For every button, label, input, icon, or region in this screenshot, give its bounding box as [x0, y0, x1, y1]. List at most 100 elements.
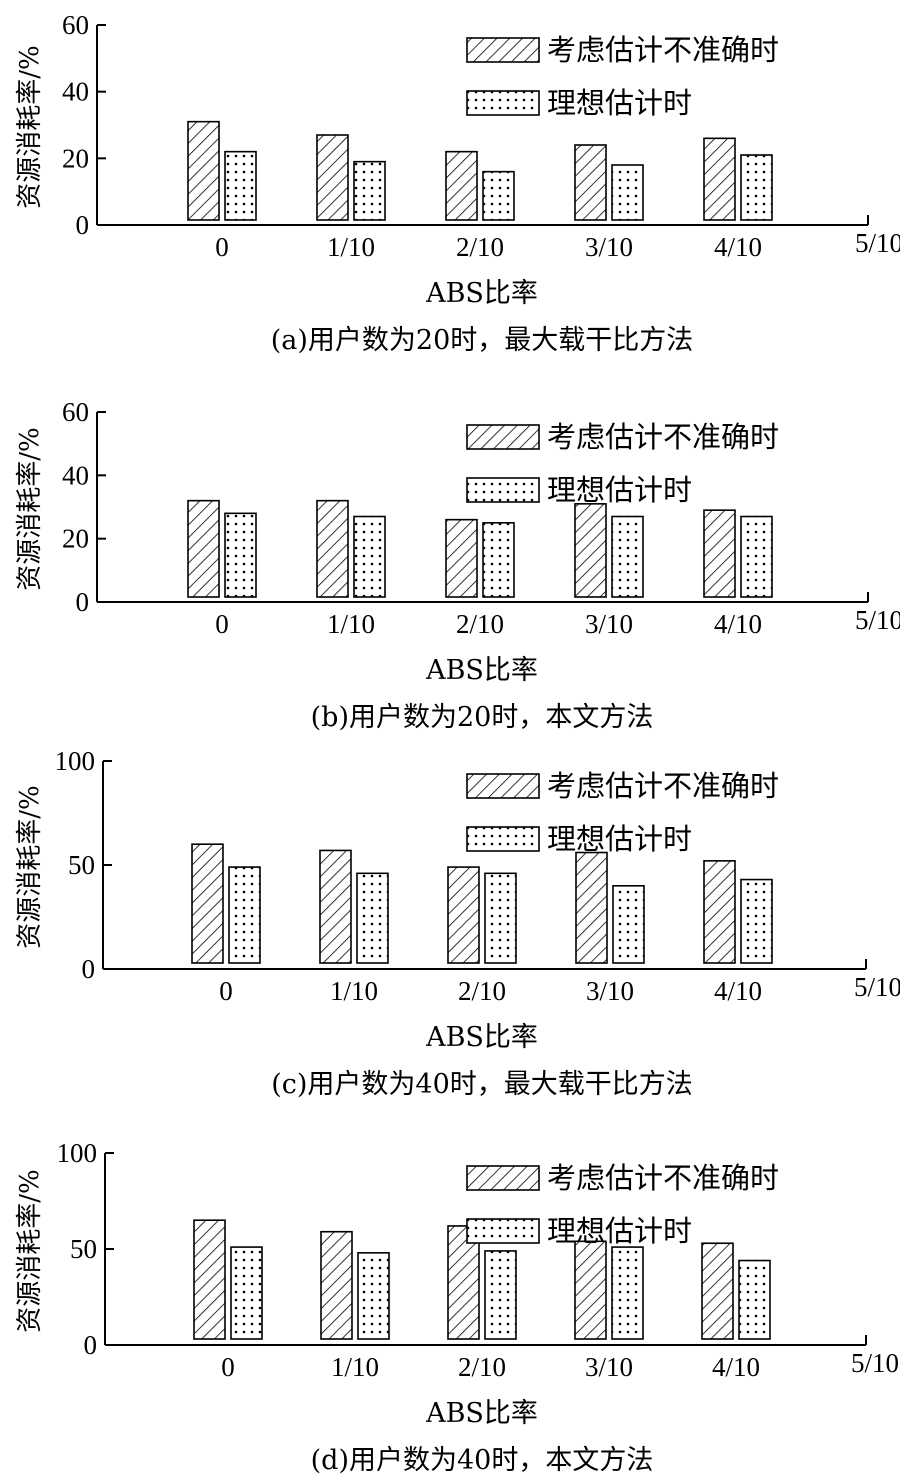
legend-label-series-1: 考虑估计不准确时	[547, 769, 779, 803]
y-tick-label: 0	[82, 954, 96, 984]
y-axis-label: 资源消耗率/%	[15, 785, 45, 948]
bar-series-1-4	[703, 509, 736, 598]
y-tick-label: 40	[62, 77, 89, 107]
bar-series-2-0	[228, 866, 261, 964]
x-tick-label: 3/10	[585, 1352, 633, 1382]
bar-series-2-4	[738, 1259, 771, 1340]
bar-series-2-1	[353, 515, 386, 598]
bar-series-2-0	[230, 1246, 263, 1340]
bar-series-1-3	[574, 503, 607, 598]
panel-caption: (b)用户数为20时，本文方法	[311, 702, 654, 733]
legend-label-series-2: 理想估计时	[547, 86, 692, 120]
legend-label-series-1: 考虑估计不准确时	[547, 33, 779, 67]
bar-series-1-3	[574, 1240, 607, 1340]
x-tick-label: 2/10	[456, 232, 504, 262]
x-axis-title: ABS比率	[425, 655, 538, 686]
x-tick-label: 5/10	[855, 228, 900, 258]
x-tick-label: 4/10	[714, 609, 762, 639]
legend-swatch-series-1	[466, 1165, 540, 1191]
chart-panel-a: 0 20 40 60 资源消耗率/% 0 1/10 2/10 3/10 4/10 5/10 ABS比率…	[15, 10, 900, 356]
bar-series-2-3	[611, 1246, 644, 1340]
y-axis-label: 资源消耗率/%	[15, 427, 45, 590]
x-tick-label: 4/10	[712, 1352, 760, 1382]
x-tick-label: 0	[221, 1352, 235, 1382]
y-axis-label: 资源消耗率/%	[15, 45, 45, 208]
panel-caption: (d)用户数为40时，本文方法	[311, 1445, 654, 1476]
x-tick-label: 0	[215, 609, 229, 639]
x-tick-label: 0	[215, 232, 229, 262]
bar-series-1-1	[319, 849, 352, 964]
legend-label-series-1: 考虑估计不准确时	[547, 420, 779, 454]
bar-series-1-2	[445, 518, 478, 598]
x-tick-label: 0	[219, 976, 233, 1006]
legend-swatch-series-2	[466, 826, 540, 852]
y-tick-label: 50	[70, 1234, 97, 1264]
bar-series-1-0	[187, 120, 220, 221]
bar-series-2-2	[484, 1250, 517, 1340]
bar-series-2-3	[612, 884, 645, 964]
chart-panel-c: 0 50 100 资源消耗率/% 0 1/10 2/10 3/10 4/10 5/10 ABS比率 (…	[15, 746, 900, 1100]
bar-series-1-4	[703, 137, 736, 221]
legend-label-series-2: 理想估计时	[547, 822, 692, 856]
x-tick-label: 3/10	[585, 609, 633, 639]
bar-series-1-4	[701, 1242, 734, 1340]
bar-series-1-0	[191, 843, 224, 964]
x-tick-label: 5/10	[851, 1348, 899, 1378]
y-tick-label: 0	[76, 210, 90, 240]
y-tick-label: 60	[62, 10, 89, 40]
x-axis-title: ABS比率	[425, 278, 538, 309]
bar-series-2-2	[484, 872, 517, 964]
chart-panel-d: 0 50 100 资源消耗率/% 0 1/10 2/10 3/10 4/10 5/10 ABS比率 (…	[15, 1138, 899, 1476]
bar-series-2-0	[224, 512, 257, 598]
y-tick-label: 40	[62, 460, 89, 490]
x-tick-label: 5/10	[855, 605, 900, 635]
panel-caption: (a)用户数为20时，最大载干比方法	[271, 325, 694, 356]
bar-series-2-1	[356, 872, 389, 964]
bar-series-1-0	[193, 1219, 226, 1340]
bar-series-2-1	[357, 1252, 390, 1340]
x-tick-label: 3/10	[585, 232, 633, 262]
legend-swatch-series-2	[466, 477, 540, 503]
x-tick-label: 1/10	[327, 609, 375, 639]
bar-series-1-2	[445, 150, 478, 221]
x-axis-title: ABS比率	[425, 1022, 538, 1053]
x-tick-label: 1/10	[331, 1352, 379, 1382]
legend-swatch-series-2	[466, 1218, 540, 1244]
bar-series-1-1	[320, 1230, 353, 1340]
bar-series-2-4	[740, 878, 773, 964]
legend-label-series-2: 理想估计时	[547, 473, 692, 507]
bar-series-2-1	[353, 160, 386, 221]
bar-series-1-3	[575, 851, 608, 964]
y-tick-label: 0	[76, 587, 90, 617]
bar-series-2-4	[740, 515, 773, 598]
bar-series-2-3	[611, 515, 644, 598]
bar-series-1-4	[703, 860, 736, 964]
x-tick-label: 2/10	[458, 1352, 506, 1382]
legend-swatch-series-1	[466, 773, 540, 799]
x-tick-label: 2/10	[458, 976, 506, 1006]
x-tick-label: 5/10	[854, 972, 900, 1002]
panel-caption: (c)用户数为40时，最大载干比方法	[271, 1069, 693, 1100]
legend-swatch-series-1	[466, 424, 540, 450]
legend-label-series-2: 理想估计时	[547, 1214, 692, 1248]
x-tick-label: 4/10	[714, 232, 762, 262]
x-tick-label: 1/10	[330, 976, 378, 1006]
bar-series-1-2	[447, 1225, 480, 1340]
y-tick-label: 50	[68, 850, 95, 880]
bar-series-2-4	[740, 154, 773, 221]
bar-series-1-2	[447, 866, 480, 964]
legend-label-series-1: 考虑估计不准确时	[547, 1161, 779, 1195]
bar-series-1-0	[187, 499, 220, 598]
y-tick-label: 60	[62, 397, 89, 427]
bar-series-2-2	[482, 522, 515, 598]
y-tick-label: 0	[84, 1330, 98, 1360]
chart-panel-b: 0 20 40 60 资源消耗率/% 0 1/10 2/10 3/10 4/10 5/10 ABS比率…	[15, 397, 900, 733]
x-tick-label: 3/10	[586, 976, 634, 1006]
y-tick-label: 20	[62, 524, 89, 554]
bar-series-1-1	[316, 499, 349, 598]
x-axis-title: ABS比率	[425, 1398, 538, 1429]
x-tick-label: 4/10	[714, 976, 762, 1006]
legend-swatch-series-1	[466, 37, 540, 63]
